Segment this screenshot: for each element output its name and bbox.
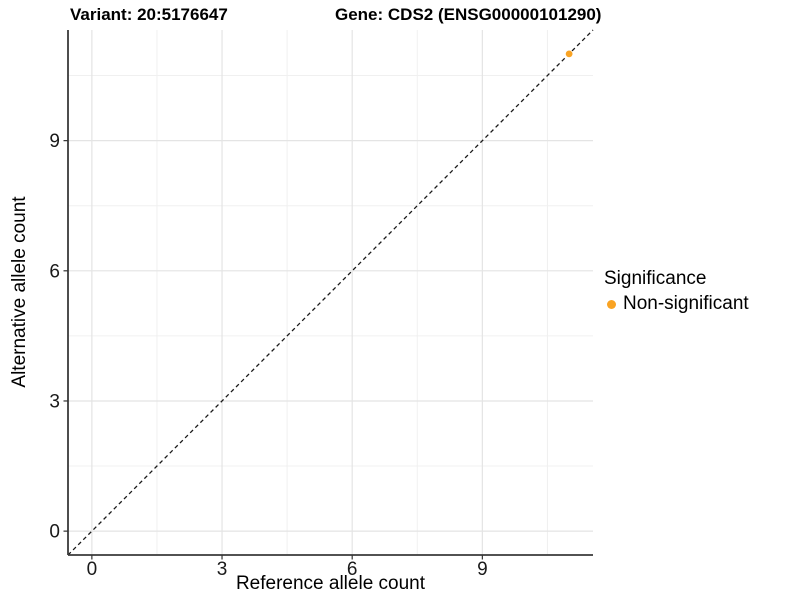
variant-title: Variant: 20:5176647 <box>70 5 228 24</box>
y-tick-label: 6 <box>49 261 60 282</box>
x-tick-label: 0 <box>87 559 98 580</box>
legend-item-label: Non-significant <box>623 293 749 314</box>
legend-title: Significance <box>604 268 707 289</box>
data-point <box>565 50 573 58</box>
y-tick-label: 3 <box>49 391 60 412</box>
legend: Significance Non-significant <box>604 268 749 315</box>
y-axis-title: Alternative allele count <box>9 196 30 388</box>
x-axis-title: Reference allele count <box>235 573 426 594</box>
gene-title: Gene: CDS2 (ENSG00000101290) <box>335 5 602 24</box>
legend-item-non-significant: Non-significant <box>604 293 749 315</box>
y-tick-label: 9 <box>49 131 60 152</box>
x-tick-label: 6 <box>347 559 358 580</box>
y-tick-label: 0 <box>49 522 60 543</box>
non-significant-point-icon <box>607 299 616 309</box>
x-tick-label: 3 <box>217 559 228 580</box>
x-tick-label: 9 <box>477 559 488 580</box>
identity-dashed-line <box>67 29 594 556</box>
